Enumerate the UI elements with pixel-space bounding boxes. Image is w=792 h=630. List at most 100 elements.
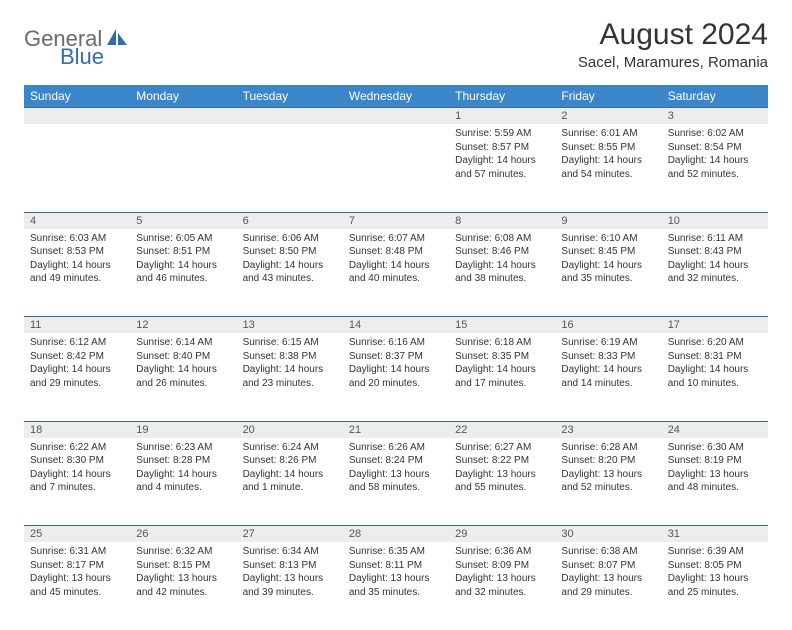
daylight-text: Daylight: 14 hours [561,259,655,273]
header: General August 2024 Sacel, Maramures, Ro… [24,18,768,71]
sunrise-text: Sunrise: 6:05 AM [136,232,230,246]
sunrise-text: Sunrise: 6:34 AM [243,545,337,559]
sunrise-text: Sunrise: 6:36 AM [455,545,549,559]
daylight-text: Daylight: 14 hours [30,259,124,273]
day-cell: Sunrise: 6:18 AMSunset: 8:35 PMDaylight:… [449,333,555,421]
sunset-text: Sunset: 8:05 PM [668,559,762,573]
sunrise-text: Sunrise: 6:32 AM [136,545,230,559]
day-cell: Sunrise: 6:36 AMSunset: 8:09 PMDaylight:… [449,542,555,630]
day-number-cell: 26 [130,526,236,543]
day-number-cell: 31 [662,526,768,543]
day-cell [343,124,449,212]
day-number-cell: 30 [555,526,661,543]
day-number-cell: 1 [449,108,555,125]
daylight-text: and 32 minutes. [455,586,549,600]
sunset-text: Sunset: 8:38 PM [243,350,337,364]
day-cell: Sunrise: 6:20 AMSunset: 8:31 PMDaylight:… [662,333,768,421]
daylight-text: and 17 minutes. [455,377,549,391]
sunset-text: Sunset: 8:55 PM [561,141,655,155]
daylight-text: and 40 minutes. [349,272,443,286]
day-cell: Sunrise: 6:07 AMSunset: 8:48 PMDaylight:… [343,229,449,317]
sunrise-text: Sunrise: 6:35 AM [349,545,443,559]
day-number-cell: 3 [662,108,768,125]
day-cell: Sunrise: 6:19 AMSunset: 8:33 PMDaylight:… [555,333,661,421]
day-number-cell: 9 [555,212,661,229]
day-cell: Sunrise: 6:32 AMSunset: 8:15 PMDaylight:… [130,542,236,630]
day-header: Friday [555,85,661,108]
calendar-head: SundayMondayTuesdayWednesdayThursdayFrid… [24,85,768,108]
sunrise-text: Sunrise: 6:38 AM [561,545,655,559]
day-cell: Sunrise: 6:08 AMSunset: 8:46 PMDaylight:… [449,229,555,317]
location-label: Sacel, Maramures, Romania [578,54,768,71]
day-cell: Sunrise: 6:01 AMSunset: 8:55 PMDaylight:… [555,124,661,212]
day-number-cell: 8 [449,212,555,229]
daylight-text: and 26 minutes. [136,377,230,391]
daylight-text: Daylight: 13 hours [455,468,549,482]
sunrise-text: Sunrise: 6:06 AM [243,232,337,246]
day-cell: Sunrise: 6:35 AMSunset: 8:11 PMDaylight:… [343,542,449,630]
day-number-cell: 24 [662,421,768,438]
day-number-cell: 7 [343,212,449,229]
day-cell: Sunrise: 6:28 AMSunset: 8:20 PMDaylight:… [555,438,661,526]
day-cell: Sunrise: 5:59 AMSunset: 8:57 PMDaylight:… [449,124,555,212]
daylight-text: Daylight: 14 hours [136,363,230,377]
day-number-cell: 21 [343,421,449,438]
daylight-text: and 29 minutes. [30,377,124,391]
day-number-cell: 2 [555,108,661,125]
daylight-text: and 35 minutes. [561,272,655,286]
daylight-text: and 32 minutes. [668,272,762,286]
day-cell [237,124,343,212]
daylight-text: and 57 minutes. [455,168,549,182]
title-block: August 2024 Sacel, Maramures, Romania [578,18,768,71]
day-cell: Sunrise: 6:12 AMSunset: 8:42 PMDaylight:… [24,333,130,421]
brand-name-b: Blue [60,44,104,70]
day-number-cell [343,108,449,125]
daylight-text: and 14 minutes. [561,377,655,391]
daylight-text: Daylight: 14 hours [30,363,124,377]
day-number-cell [130,108,236,125]
daylight-text: Daylight: 14 hours [668,363,762,377]
daylight-text: Daylight: 14 hours [561,154,655,168]
sunset-text: Sunset: 8:11 PM [349,559,443,573]
sunset-text: Sunset: 8:07 PM [561,559,655,573]
sunrise-text: Sunrise: 6:01 AM [561,127,655,141]
day-header: Tuesday [237,85,343,108]
day-cell: Sunrise: 6:38 AMSunset: 8:07 PMDaylight:… [555,542,661,630]
daylight-text: Daylight: 14 hours [349,259,443,273]
daylight-text: Daylight: 13 hours [243,572,337,586]
daylight-text: Daylight: 14 hours [136,259,230,273]
daylight-text: and 43 minutes. [243,272,337,286]
daylight-text: Daylight: 13 hours [30,572,124,586]
daylight-text: and 39 minutes. [243,586,337,600]
daylight-text: and 48 minutes. [668,481,762,495]
sunset-text: Sunset: 8:48 PM [349,245,443,259]
sunset-text: Sunset: 8:54 PM [668,141,762,155]
daylight-text: and 4 minutes. [136,481,230,495]
daylight-text: Daylight: 13 hours [561,572,655,586]
daylight-text: Daylight: 14 hours [243,259,337,273]
day-number-cell: 10 [662,212,768,229]
daylight-text: and 7 minutes. [30,481,124,495]
sunrise-text: Sunrise: 6:03 AM [30,232,124,246]
day-cell: Sunrise: 6:24 AMSunset: 8:26 PMDaylight:… [237,438,343,526]
daylight-text: Daylight: 14 hours [668,154,762,168]
sunrise-text: Sunrise: 6:27 AM [455,441,549,455]
day-cell: Sunrise: 6:03 AMSunset: 8:53 PMDaylight:… [24,229,130,317]
day-cell: Sunrise: 6:06 AMSunset: 8:50 PMDaylight:… [237,229,343,317]
calendar-body: 123 Sunrise: 5:59 AMSunset: 8:57 PMDaylig… [24,108,768,630]
sunrise-text: Sunrise: 6:18 AM [455,336,549,350]
sunrise-text: Sunrise: 6:20 AM [668,336,762,350]
day-cell: Sunrise: 6:31 AMSunset: 8:17 PMDaylight:… [24,542,130,630]
daylight-text: and 23 minutes. [243,377,337,391]
day-number-cell: 15 [449,317,555,334]
day-header: Monday [130,85,236,108]
sunset-text: Sunset: 8:46 PM [455,245,549,259]
daylight-text: and 10 minutes. [668,377,762,391]
daylight-text: and 46 minutes. [136,272,230,286]
sunrise-text: Sunrise: 6:19 AM [561,336,655,350]
sunset-text: Sunset: 8:20 PM [561,454,655,468]
day-number-cell: 17 [662,317,768,334]
brand-sail-icon [106,27,128,52]
daylight-text: Daylight: 14 hours [455,363,549,377]
day-header: Sunday [24,85,130,108]
